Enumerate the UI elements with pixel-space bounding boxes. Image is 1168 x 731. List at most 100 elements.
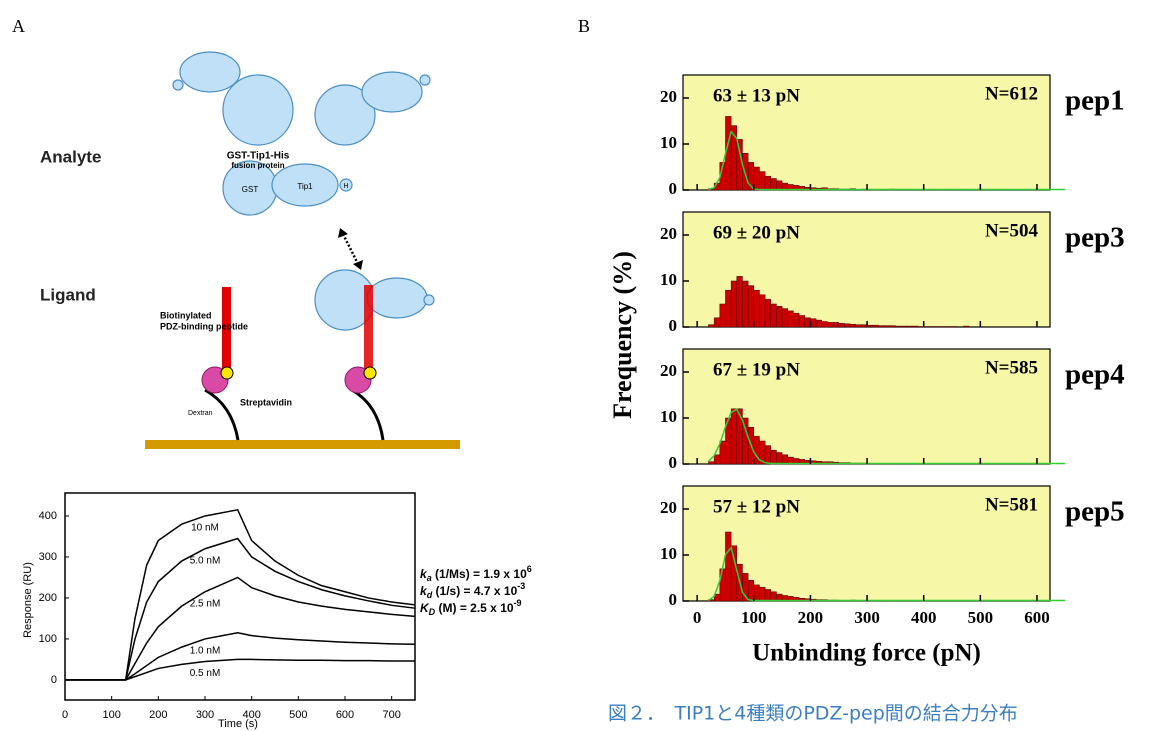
bar <box>849 323 856 328</box>
bar <box>719 440 726 465</box>
bar <box>747 580 755 602</box>
curve <box>65 632 416 681</box>
diagram-label: Analyte <box>40 147 101 166</box>
bar <box>866 324 873 328</box>
curve <box>65 658 415 681</box>
bar <box>764 175 772 191</box>
fit-curve <box>708 546 1066 602</box>
rate-constant: kd (1/s) = 4.7 x 10-3 <box>420 581 525 600</box>
bar <box>844 323 851 328</box>
protein <box>222 74 294 146</box>
rate-constant: KD (M) = 2.5 x 10-9 <box>420 598 522 617</box>
bar <box>736 276 743 328</box>
bar <box>776 180 783 191</box>
bar <box>759 171 766 191</box>
y-tick-label: 0 <box>669 590 678 609</box>
bar <box>764 589 772 602</box>
curve-label: 1.0 nM <box>190 646 221 657</box>
symbol: K <box>420 601 430 615</box>
bar <box>781 308 789 328</box>
plot-frame <box>64 492 416 701</box>
x-tick-label: 200 <box>149 709 167 721</box>
arrow-head <box>353 260 363 270</box>
bar <box>742 280 749 328</box>
bar <box>708 461 715 465</box>
bar <box>872 324 879 328</box>
protein <box>361 71 423 113</box>
y-tick-label: 20 <box>660 361 677 380</box>
panel-label: B <box>578 16 590 36</box>
sample-size: N=581 <box>985 494 1038 515</box>
bar <box>861 324 868 328</box>
fit-annotation: 63 ± 13 pN <box>713 85 800 106</box>
superscript: -9 <box>514 598 522 608</box>
text: (1/s) = 4.7 x 10 <box>432 584 517 598</box>
x-tick-label: 700 <box>382 709 400 721</box>
curve <box>65 576 416 681</box>
bar <box>912 325 919 328</box>
peptide <box>222 287 231 372</box>
y-axis-label: Frequency (%) <box>608 251 637 419</box>
peptide-name: pep1 <box>1065 85 1125 117</box>
bar <box>719 303 726 328</box>
arrow-head <box>338 228 348 238</box>
y-axis-label: Response (RU) <box>22 562 34 638</box>
bar <box>787 310 794 328</box>
bar <box>770 178 777 191</box>
bar <box>753 289 760 328</box>
y-tick-label: 0 <box>669 453 678 472</box>
protein <box>172 79 184 91</box>
x-tick-label: 500 <box>289 709 307 721</box>
x-tick-label: 600 <box>336 709 354 721</box>
bar <box>759 586 766 602</box>
rate-constant: ka (1/Ms) = 1.9 x 106 <box>420 564 532 583</box>
text: (M) = 2.5 x 10 <box>435 601 514 615</box>
bar <box>776 306 783 328</box>
x-tick-label: 300 <box>854 608 880 627</box>
y-tick-label: 20 <box>660 224 677 243</box>
superscript: 6 <box>527 564 532 574</box>
curve-label: 10 nM <box>191 523 219 534</box>
bar <box>776 452 783 465</box>
bar <box>821 321 828 328</box>
curve <box>65 537 416 681</box>
peptide-name: pep5 <box>1065 496 1125 528</box>
bar <box>770 449 777 465</box>
protein <box>419 74 431 86</box>
x-axis-label: Time (s) <box>218 718 258 730</box>
bar <box>764 299 772 328</box>
his-tag <box>339 178 353 192</box>
bar <box>747 285 755 328</box>
diagram-label: Tip1 <box>297 182 313 191</box>
bar <box>827 322 834 328</box>
diagram-label: Dextran <box>188 410 213 417</box>
arrow <box>341 233 360 265</box>
x-tick-label: 100 <box>102 709 120 721</box>
x-tick-label: 300 <box>196 709 214 721</box>
curve <box>65 508 416 681</box>
bar <box>725 531 732 602</box>
peptide-name: pep3 <box>1065 222 1125 254</box>
diagram-label: GST <box>242 185 259 194</box>
dextran <box>204 388 240 441</box>
bar <box>906 325 913 328</box>
sensor-surface <box>145 440 460 449</box>
bar <box>736 139 743 191</box>
bar <box>815 319 823 328</box>
bar <box>900 325 907 328</box>
bar <box>832 322 839 328</box>
x-tick-label: 500 <box>968 608 994 627</box>
bar <box>883 325 890 328</box>
diagram-label: Biotinylated <box>160 310 212 320</box>
text: (1/Ms) = 1.9 x 10 <box>432 567 527 581</box>
y-tick-label: 0 <box>669 316 678 335</box>
y-tick-label: 10 <box>660 407 677 426</box>
curve-label: 0.5 nM <box>190 668 221 679</box>
bar <box>838 323 845 328</box>
peptide <box>364 285 373 372</box>
bar <box>753 166 760 191</box>
fit-annotation: 57 ± 12 pN <box>713 496 800 517</box>
bar <box>855 324 862 328</box>
diagram-label: Ligand <box>40 285 96 304</box>
